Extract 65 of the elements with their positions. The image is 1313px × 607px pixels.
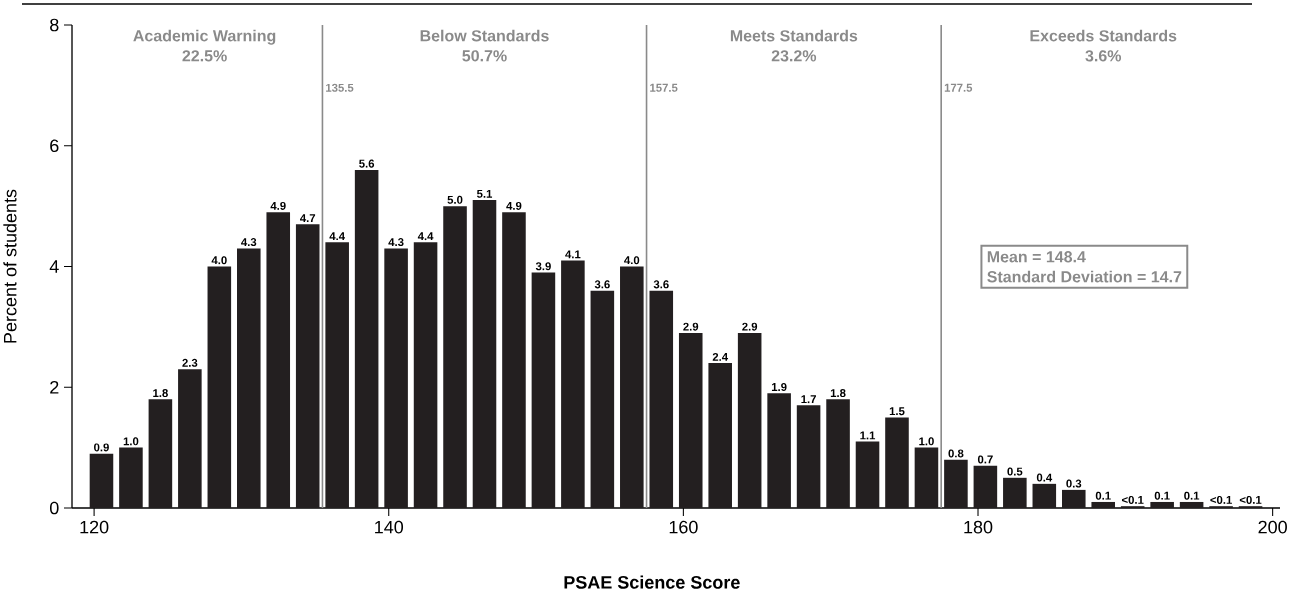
y-tick-label: 8	[50, 18, 59, 32]
ref-line-label: 135.5	[326, 83, 354, 92]
annotation: 50.7%	[462, 50, 507, 62]
annotation: Meets Standards	[730, 29, 858, 42]
data-label: 3.9	[535, 262, 551, 271]
annotation: Exceeds Standards	[1030, 29, 1177, 42]
data-label: 5.0	[447, 195, 463, 204]
data-label: 4.0	[624, 256, 640, 265]
data-label: 4.9	[270, 201, 286, 210]
annotation: Standard Deviation = 14.7	[987, 270, 1182, 283]
data-label: 1.1	[860, 431, 876, 440]
data-label: 5.1	[476, 189, 493, 198]
data-label: 2.4	[712, 352, 729, 361]
data-label: <0.1	[1239, 495, 1262, 504]
x-tick-label: 180	[964, 520, 993, 534]
data-label: 0.9	[94, 443, 109, 452]
data-label: 0.4	[1036, 473, 1053, 482]
data-label: 4.7	[300, 214, 316, 222]
data-label: 4.4	[417, 232, 434, 241]
data-label: 1.8	[153, 389, 168, 398]
annotation: 3.6%	[1085, 50, 1122, 62]
y-tick-label: 4	[49, 260, 59, 273]
data-label: 3.6	[653, 280, 669, 289]
data-label: 0.5	[1007, 467, 1023, 476]
data-label: 5.6	[359, 159, 375, 168]
x-tick-label: 140	[375, 520, 404, 534]
data-label: 1.8	[830, 389, 846, 398]
y-tick-label: 6	[50, 139, 59, 153]
data-label: 4.1	[565, 250, 581, 259]
annotation: Academic Warning	[133, 29, 276, 45]
data-label: <0.1	[1210, 495, 1232, 504]
data-label: 0.7	[977, 455, 993, 464]
annotation: 23.2%	[771, 50, 817, 62]
x-tick-label: 120	[80, 520, 109, 534]
ref-line-label: 177.5	[944, 83, 973, 92]
data-label: 2.9	[742, 322, 758, 331]
data-label: 1.7	[801, 395, 816, 404]
annotation: 22.5%	[182, 50, 227, 62]
data-label: <0.1	[1121, 495, 1144, 504]
data-label: 3.6	[594, 280, 610, 289]
data-label: 0.1	[1184, 491, 1200, 500]
x-axis-title: PSAE Science Score	[564, 575, 740, 589]
ref-line-label: 157.5	[650, 83, 678, 92]
data-label: 1.9	[771, 383, 787, 392]
data-label: 4.3	[388, 238, 404, 247]
data-label: 4.4	[329, 232, 345, 241]
y-tick-label: 2	[50, 380, 59, 394]
data-label: 4.3	[241, 238, 257, 247]
y-axis-title: Percent of students	[3, 189, 17, 343]
x-tick-label: 200	[1258, 520, 1287, 534]
data-label: 1.5	[889, 407, 905, 416]
data-label: 2.9	[683, 322, 699, 331]
x-tick-label: 160	[669, 520, 698, 534]
data-label: 4.0	[211, 256, 227, 265]
annotation: Below Standards	[420, 29, 549, 42]
data-label: 0.3	[1066, 479, 1082, 488]
annotation: Mean = 148.4	[987, 251, 1086, 263]
y-tick-label: 0	[49, 501, 59, 515]
data-label: 1.0	[123, 437, 139, 446]
data-label: 0.1	[1154, 491, 1170, 500]
data-label: 1.0	[919, 437, 934, 446]
data-label: 0.1	[1095, 491, 1111, 500]
data-label: 4.9	[506, 201, 522, 210]
data-label: 2.3	[182, 358, 198, 367]
data-label: 0.8	[948, 449, 964, 458]
